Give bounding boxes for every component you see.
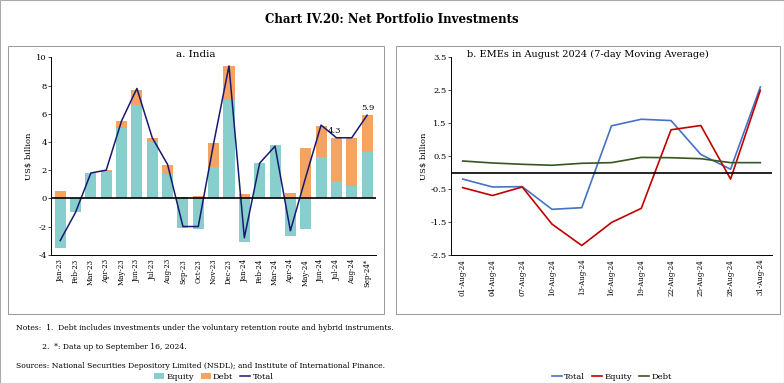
Bar: [239, 194, 250, 198]
Bar: [285, 193, 296, 198]
Legend: Total, Equity, Debt: Total, Equity, Debt: [548, 370, 675, 383]
Bar: [55, 191, 66, 198]
Bar: [315, 157, 327, 198]
Bar: [85, 173, 96, 198]
Bar: [331, 182, 342, 198]
Bar: [116, 121, 127, 128]
Text: Sources: National Securities Depository Limited (NSDL); and Institute of Interna: Sources: National Securities Depository …: [16, 362, 385, 370]
Bar: [223, 100, 234, 198]
Text: b. EMEs in August 2024 (7-day Moving Average): b. EMEs in August 2024 (7-day Moving Ave…: [467, 50, 709, 59]
Bar: [300, 147, 311, 198]
Bar: [147, 138, 158, 142]
Bar: [223, 66, 234, 100]
Legend: Equity, Debt, Total: Equity, Debt, Total: [151, 370, 277, 383]
Bar: [208, 143, 220, 167]
Bar: [193, 198, 204, 229]
Bar: [132, 90, 143, 105]
Bar: [193, 195, 204, 198]
Text: Chart IV.20: Net Portfolio Investments: Chart IV.20: Net Portfolio Investments: [265, 13, 519, 26]
Bar: [100, 170, 112, 172]
Y-axis label: US$ billion: US$ billion: [25, 133, 34, 180]
Text: a. India: a. India: [176, 50, 216, 59]
Text: 5.9: 5.9: [361, 104, 375, 112]
Bar: [116, 128, 127, 198]
Bar: [361, 115, 372, 152]
Bar: [147, 142, 158, 198]
Bar: [177, 198, 188, 228]
Bar: [331, 138, 342, 182]
Bar: [300, 198, 311, 229]
Bar: [361, 152, 372, 198]
Bar: [177, 197, 188, 198]
Bar: [132, 105, 143, 198]
Bar: [208, 167, 220, 198]
Bar: [55, 198, 66, 248]
Text: Notes:  1.  Debt includes investments under the voluntary retention route and hy: Notes: 1. Debt includes investments unde…: [16, 324, 394, 332]
Bar: [70, 198, 81, 213]
Bar: [347, 138, 358, 186]
Bar: [254, 163, 265, 198]
Bar: [315, 126, 327, 157]
Y-axis label: US$ billion: US$ billion: [419, 133, 427, 180]
Bar: [239, 198, 250, 242]
Bar: [162, 174, 173, 198]
Bar: [347, 186, 358, 198]
Bar: [270, 145, 281, 198]
Bar: [285, 198, 296, 236]
Text: 2.  *: Data up to September 16, 2024.: 2. *: Data up to September 16, 2024.: [16, 343, 187, 351]
Text: 4.3: 4.3: [328, 127, 341, 135]
Bar: [162, 165, 173, 174]
Bar: [100, 172, 112, 198]
